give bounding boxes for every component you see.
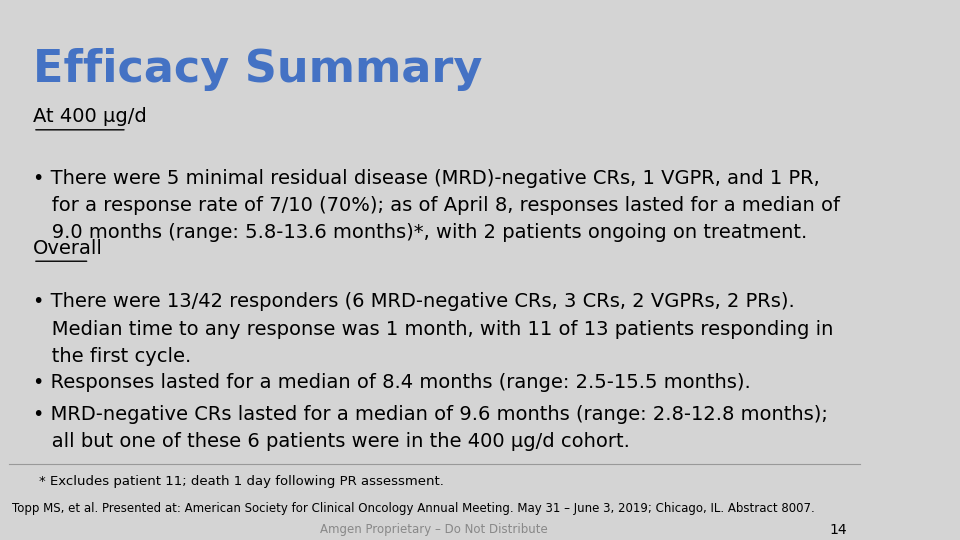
Text: • MRD-negative CRs lasted for a median of 9.6 months (range: 2.8-12.8 months);
 : • MRD-negative CRs lasted for a median o… [33, 405, 828, 451]
Text: • There were 5 minimal residual disease (MRD)-negative CRs, 1 VGPR, and 1 PR,
  : • There were 5 minimal residual disease … [33, 169, 840, 242]
Text: 14: 14 [829, 523, 847, 537]
Text: Topp MS, et al. Presented at: American Society for Clinical Oncology Annual Meet: Topp MS, et al. Presented at: American S… [12, 502, 815, 515]
Text: • There were 13/42 responders (6 MRD-negative CRs, 3 CRs, 2 VGPRs, 2 PRs).
   Me: • There were 13/42 responders (6 MRD-neg… [33, 292, 833, 366]
Text: Amgen Proprietary – Do Not Distribute: Amgen Proprietary – Do Not Distribute [321, 523, 548, 536]
Text: * Excludes patient 11; death 1 day following PR assessment.: * Excludes patient 11; death 1 day follo… [39, 475, 444, 488]
Text: Efficacy Summary: Efficacy Summary [33, 48, 482, 91]
Text: Overall: Overall [33, 239, 103, 258]
Text: At 400 μg/d: At 400 μg/d [33, 107, 147, 126]
Text: • Responses lasted for a median of 8.4 months (range: 2.5-15.5 months).: • Responses lasted for a median of 8.4 m… [33, 373, 751, 392]
